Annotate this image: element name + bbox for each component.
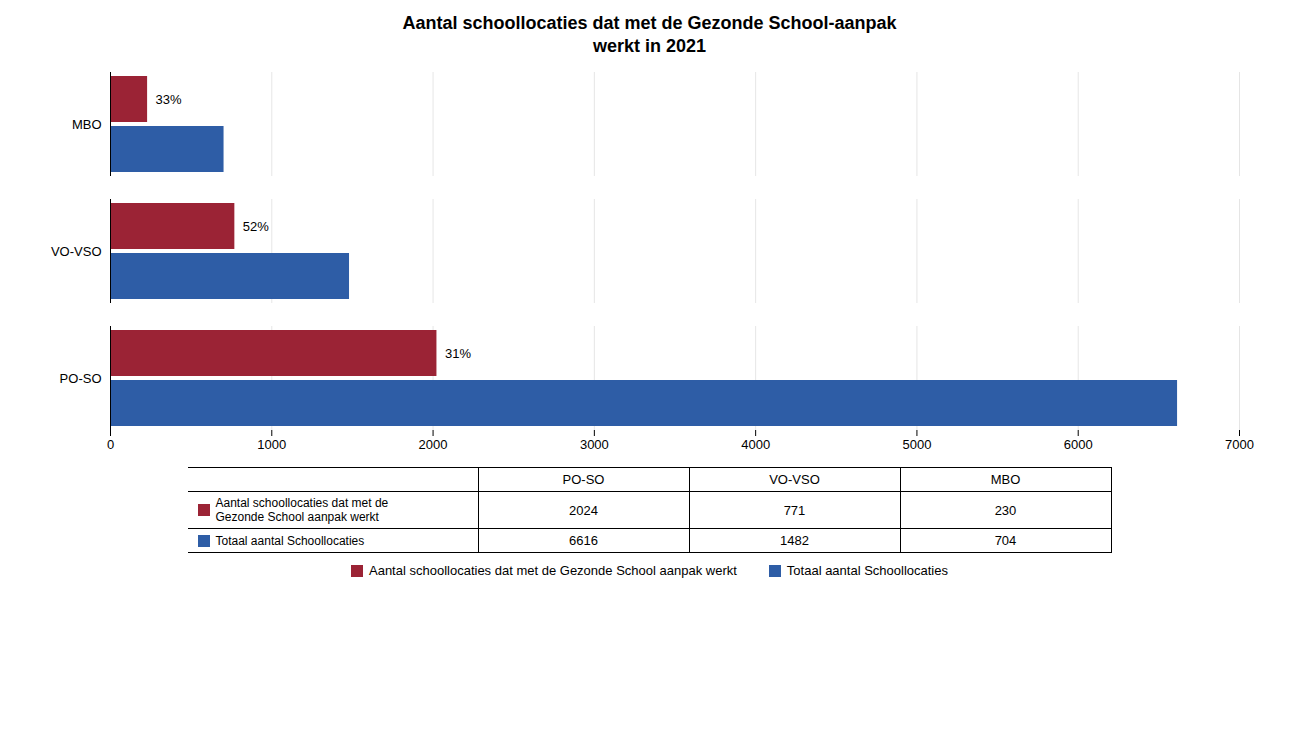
html-text:PO-SO: PO-SO [562,472,605,487]
svg-text:VO-VSO: VO-VSO [51,244,102,259]
svg-text:33%: 33% [156,92,182,107]
svg-text:MBO: MBO [72,117,102,132]
html-text:2024: 2024 [569,502,598,518]
html-text:VO-VSO: VO-VSO [769,472,820,487]
html-text:Aantal schoollocaties dat met: Aantal schoollocaties dat met de Gezonde… [402,13,897,56]
html-text:6616: 6616 [569,533,598,548]
svg-text:7000: 7000 [1225,437,1254,452]
svg-text:6000: 6000 [1064,437,1093,452]
html-text:Aantal schoollocaties dat met: Aantal schoollocaties dat met de Gezonde… [369,563,737,578]
html-text:771: 771 [783,502,806,518]
svg-text:31%: 31% [445,346,471,361]
html-text:1482: 1482 [780,533,809,548]
svg-text:5000: 5000 [902,437,931,452]
html-text:Gezonde School aanpak werkt: Gezonde School aanpak werkt [215,510,379,524]
html-text:MBO: MBO [990,472,1021,487]
html-text:230: 230 [994,502,1017,518]
svg-text:4000: 4000 [741,437,770,452]
svg-text:1000: 1000 [257,437,286,452]
html-text:704: 704 [994,533,1017,548]
svg-text:0: 0 [107,437,114,452]
svg-text:PO-SO: PO-SO [60,371,102,386]
html-text:Totaal aantal Schoollocaties: Totaal aantal Schoollocaties [215,533,365,548]
svg-text:52%: 52% [243,219,269,234]
html-text:Aantal schoollocaties dat met: Aantal schoollocaties dat met de [215,496,389,510]
svg-text:3000: 3000 [580,437,609,452]
svg-text:2000: 2000 [419,437,448,452]
html-text:Totaal aantal Schoollocaties: Totaal aantal Schoollocaties [786,563,948,578]
